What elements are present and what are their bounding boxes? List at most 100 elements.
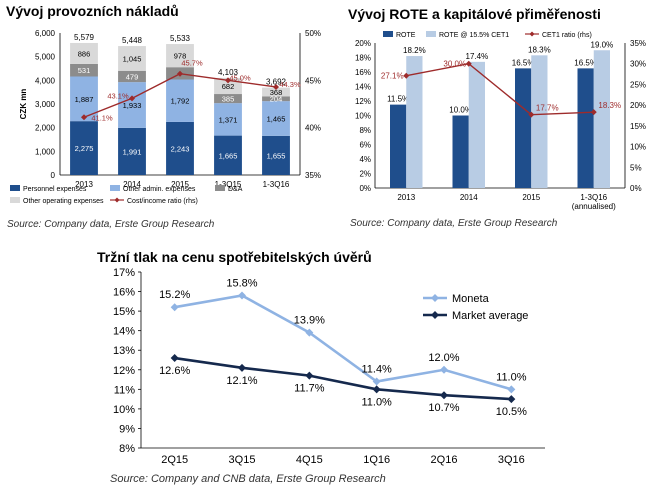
line-marker — [238, 363, 246, 372]
bar — [390, 104, 407, 188]
y-tick-label: 16% — [355, 68, 371, 77]
bar-segment — [214, 135, 242, 175]
line-marker — [177, 70, 183, 77]
y-tick-label: 11% — [114, 384, 135, 396]
data-label: 12.6% — [159, 365, 190, 377]
bar-label: 385 — [222, 95, 235, 104]
bar-label: 19.0% — [591, 40, 614, 49]
legend-label: ROTE — [396, 32, 416, 39]
y2-tick-label: 45% — [305, 76, 321, 85]
data-label: 11.7% — [294, 383, 325, 395]
bar-label: 1,655 — [267, 151, 286, 160]
y-tick-label: 6% — [359, 141, 371, 150]
y2-tick-label: 15% — [630, 122, 646, 131]
x-tick-label: 2015 — [171, 180, 189, 189]
x-tick-label: 1Q16 — [363, 454, 390, 466]
bar-segment — [262, 87, 290, 97]
y-tick-label: 8% — [359, 126, 371, 135]
y-tick-label: 14% — [113, 326, 135, 338]
y2-tick-label: 25% — [630, 80, 646, 89]
bar-label: 1,465 — [267, 114, 286, 123]
bar-total-label: 5,533 — [170, 34, 191, 43]
line-marker — [507, 395, 516, 404]
y-tick-label: 4% — [359, 155, 371, 164]
line-label: 17.7% — [536, 104, 559, 113]
y-tick-label: 2,000 — [35, 124, 56, 133]
line-marker — [403, 72, 410, 79]
y-tick-label: 9% — [119, 423, 135, 435]
x-tick-label: 1-3Q15 — [215, 180, 242, 189]
y-tick-label: 0 — [51, 171, 56, 180]
line-marker — [305, 371, 314, 380]
bar — [515, 68, 532, 188]
chart1-title: Vývoj provozních nákladů — [6, 3, 179, 19]
legend-label: Cost/income ratio (rhs) — [127, 198, 198, 205]
y2-tick-label: 0% — [630, 184, 642, 193]
bar-segment — [214, 94, 242, 104]
x-tick-label: 2014 — [123, 180, 141, 189]
bar — [468, 61, 485, 188]
bar-label: 17.4% — [466, 52, 489, 61]
line-label: 30.0% — [443, 60, 466, 69]
y-tick-label: 3,000 — [35, 100, 56, 109]
x-tick-label: 1-3Q16 — [580, 193, 607, 202]
bar-total-label: 4,103 — [218, 68, 239, 77]
y-tick-label: 17% — [113, 267, 135, 279]
legend-swatch — [10, 197, 20, 203]
line-label: 45.7% — [181, 59, 203, 68]
data-label: 11.4% — [361, 364, 392, 376]
line-marker — [170, 354, 179, 363]
y-tick-label: 6,000 — [35, 29, 56, 38]
bar-label: 16.5% — [574, 58, 597, 67]
y-tick-label: 16% — [113, 287, 135, 299]
legend-swatch — [426, 31, 436, 37]
line-marker — [590, 109, 597, 116]
y-tick-label: 4,000 — [35, 76, 56, 85]
bar-segment — [166, 121, 194, 175]
line-label: 43.1% — [107, 91, 129, 100]
bar-label: 1,371 — [219, 115, 238, 124]
legend-label: ROTE @ 15.5% CET1 — [439, 32, 509, 39]
line-label: 44.3% — [279, 80, 301, 89]
y-tick-label: 12% — [113, 365, 135, 377]
bar-label: 978 — [174, 52, 187, 61]
legend-swatch — [110, 185, 120, 191]
line-marker — [305, 328, 314, 337]
bar-segment — [70, 121, 98, 175]
line-marker — [465, 60, 472, 67]
bar-label: 682 — [222, 82, 235, 91]
line-marker — [528, 111, 535, 118]
legend-label: Personnel expenses — [23, 186, 87, 193]
y-tick-label: 10% — [113, 404, 135, 416]
bar-total-label: 5,448 — [122, 36, 143, 45]
bar-label: 10.0% — [449, 106, 472, 115]
y-tick-label: 14% — [355, 83, 371, 92]
y2-tick-label: 50% — [305, 29, 321, 38]
y-tick-label: 12% — [355, 97, 371, 106]
chart2-title: Vývoj ROTE a kapitálové přiměřenosti — [348, 6, 601, 22]
line-marker — [129, 95, 135, 102]
bar-label: 1,933 — [123, 101, 142, 110]
data-label: 15.2% — [159, 289, 190, 301]
bar-total-label: 5,579 — [74, 33, 95, 42]
bar — [593, 50, 610, 188]
x-tick-label: 2014 — [460, 193, 478, 202]
x-tick-label: 2Q16 — [431, 454, 458, 466]
y-axis-label: CZK mn — [19, 89, 28, 120]
line-marker — [440, 365, 448, 374]
bar-segment — [118, 70, 146, 83]
legend-label: Other operating expenses — [23, 198, 104, 205]
bar-label: 1,991 — [123, 147, 142, 156]
bar-segment — [118, 127, 146, 175]
bar-segment — [262, 101, 290, 136]
market-average-line — [174, 356, 512, 401]
data-label: 11.0% — [496, 371, 527, 383]
y-tick-label: 13% — [113, 345, 135, 357]
bar-label: 886 — [78, 49, 91, 58]
legend-label: Market average — [452, 310, 528, 322]
y2-tick-label: 35% — [630, 39, 646, 48]
bar-label: 2,243 — [171, 144, 190, 153]
legend-swatch — [10, 185, 20, 191]
